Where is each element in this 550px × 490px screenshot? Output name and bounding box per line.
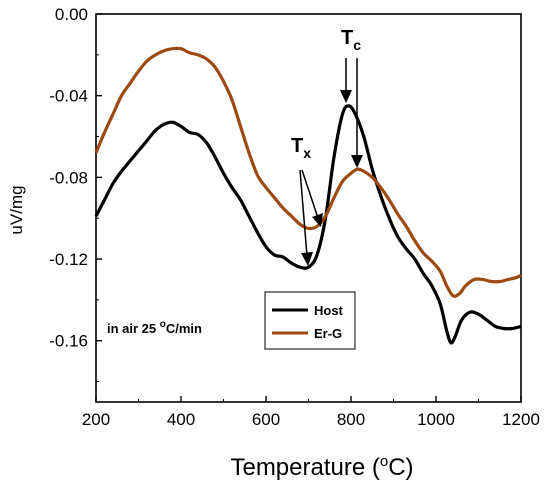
y-axis-ticks: 0.00 -0.04 -0.08 -0.12 -0.16 — [49, 5, 102, 383]
x-axis-label-suffix: C) — [388, 454, 413, 481]
legend-label-erg: Er-G — [314, 326, 342, 341]
legend-box — [264, 291, 356, 350]
tx-marker-label: Tx — [291, 135, 311, 161]
series-line-host — [94, 104, 522, 345]
x-tick-label: 1000 — [417, 410, 455, 429]
legend-label-host: Host — [314, 303, 344, 318]
legend: Host Er-G — [264, 291, 356, 350]
x-tick-label: 200 — [82, 410, 110, 429]
x-tick-label: 1200 — [502, 410, 540, 429]
y-axis-label: uV/mg — [7, 185, 26, 234]
series-line-er-g — [94, 46, 522, 298]
x-tick-label: 600 — [252, 410, 280, 429]
condition-annotation: in air 25 oC/min — [107, 319, 202, 336]
y-tick-label: -0.04 — [49, 87, 88, 106]
y-tick-label: -0.16 — [49, 332, 88, 351]
x-tick-label: 800 — [337, 410, 365, 429]
tx-marker-sub: x — [303, 145, 311, 161]
y-tick-label: -0.12 — [49, 250, 88, 269]
condition-text: in air 25 — [107, 321, 160, 336]
tx-arrow-erg — [301, 169, 319, 219]
x-axis-label-sup: o — [380, 453, 388, 470]
x-axis-ticks: 200 400 600 800 1000 1200 — [82, 396, 540, 429]
y-tick-label: -0.08 — [49, 168, 88, 187]
series-layer — [94, 46, 522, 345]
y-tick-label: 0.00 — [55, 5, 88, 24]
x-axis-label: Temperature (oC) — [230, 453, 413, 481]
tx-arrowhead-host — [301, 252, 313, 266]
tc-marker-sub: c — [353, 37, 361, 53]
tc-arrowhead-erg — [351, 155, 363, 168]
condition-suffix: C/min — [166, 321, 202, 336]
x-tick-label: 400 — [167, 410, 195, 429]
x-axis-label-main: Temperature ( — [230, 454, 379, 481]
tc-marker-label: Tc — [341, 27, 361, 53]
tx-arrow-host — [299, 169, 308, 257]
tx-arrowhead-erg — [312, 213, 323, 227]
tx-marker-main: T — [291, 135, 303, 157]
tc-arrowhead-host — [340, 90, 352, 103]
condition-sup: o — [160, 319, 166, 330]
tc-marker-main: T — [341, 27, 353, 49]
